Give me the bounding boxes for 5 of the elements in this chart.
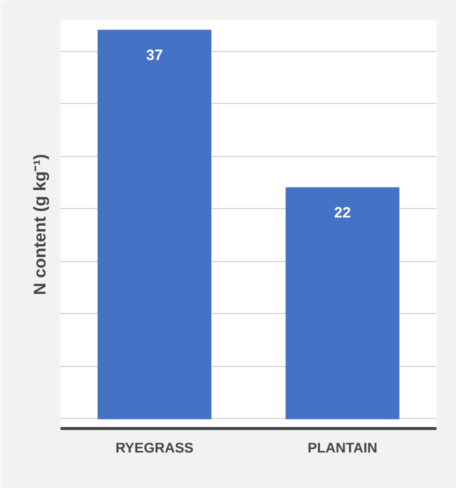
y-axis-title: N content (g kg⁻¹)	[30, 154, 50, 296]
data-label: 37	[146, 47, 163, 64]
x-tick-label: RYEGRASS	[115, 440, 194, 456]
data-label: 22	[334, 204, 351, 222]
x-tick-label: PLANTAIN	[308, 440, 378, 456]
